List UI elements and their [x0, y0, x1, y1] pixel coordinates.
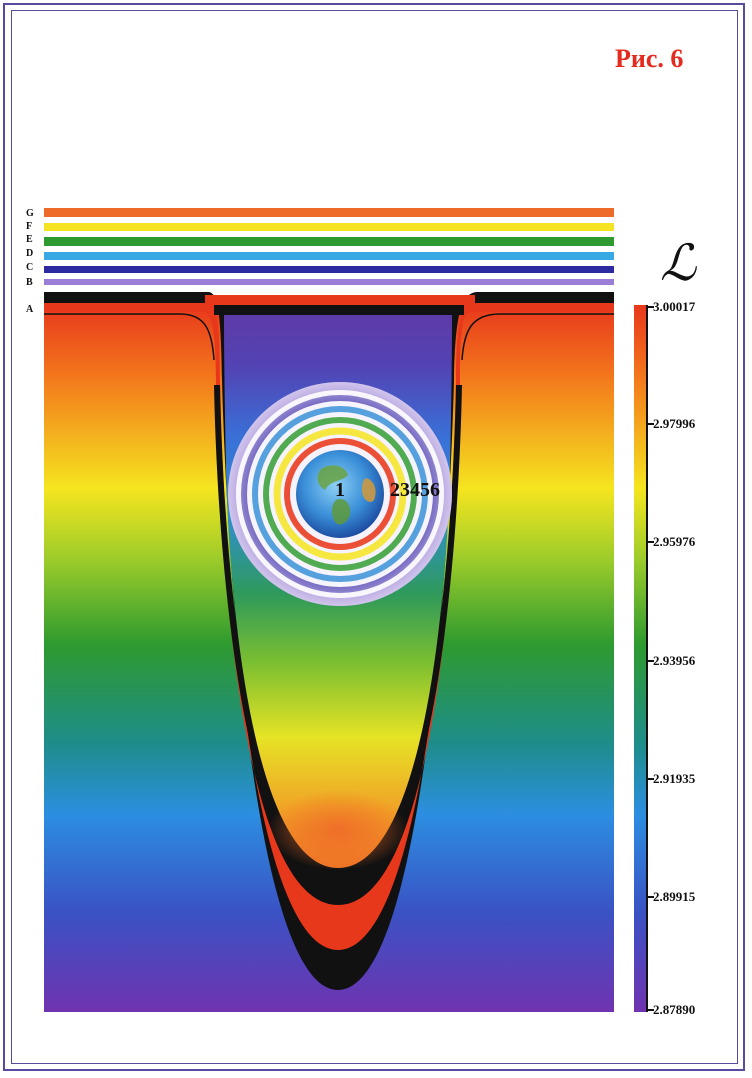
colorbar-tick-label: 2.87890	[653, 1002, 696, 1017]
outer-frame	[3, 3, 745, 1071]
globe-land-3	[362, 478, 376, 502]
well-cap-red	[205, 295, 475, 305]
layer-label-c: C	[26, 262, 34, 273]
layer-label-d: D	[26, 248, 34, 259]
layer-label-f: F	[26, 221, 33, 232]
colorbar-tick-label: 2.95976	[653, 534, 696, 549]
region-label-outer: 23456	[390, 479, 440, 501]
stripe-b	[44, 279, 614, 285]
layer-label-b: B	[26, 277, 33, 288]
figure-title: Рис. 6	[615, 44, 684, 73]
inner-frame	[11, 10, 738, 1064]
well-hotspot	[268, 790, 408, 870]
colorbar-symbol: ℒ	[660, 235, 697, 291]
stripe-g	[44, 208, 614, 217]
colorbar-tick-label: 2.89915	[653, 889, 696, 904]
colorbar-ticks	[646, 306, 654, 1011]
colorbar-tick-label: 2.93956	[653, 653, 696, 668]
layer-label-g: G	[26, 208, 34, 219]
globe-land-2	[332, 498, 351, 525]
stripe-c	[44, 266, 614, 273]
stripe-d	[44, 252, 614, 260]
right-outline	[461, 313, 614, 361]
colorbar-tick-label: 3.00017	[653, 299, 696, 314]
colorbar	[634, 305, 646, 1012]
stripe-f	[44, 223, 614, 231]
layer-label-a: A	[26, 304, 34, 315]
ring-system	[228, 382, 452, 606]
globe-land-1	[317, 465, 348, 490]
layer-label-e: E	[26, 234, 33, 245]
colorbar-tick-label: 2.97996	[653, 416, 696, 431]
layer-stripes	[44, 208, 614, 285]
stripe-e	[44, 237, 614, 246]
left-outline	[44, 313, 215, 361]
region-label-inner: 1	[335, 479, 345, 501]
globe	[296, 450, 384, 538]
colorbar-tick-label: 2.91935	[653, 771, 696, 786]
well-cap-black	[214, 305, 464, 315]
colorbar-edge	[646, 305, 648, 1012]
